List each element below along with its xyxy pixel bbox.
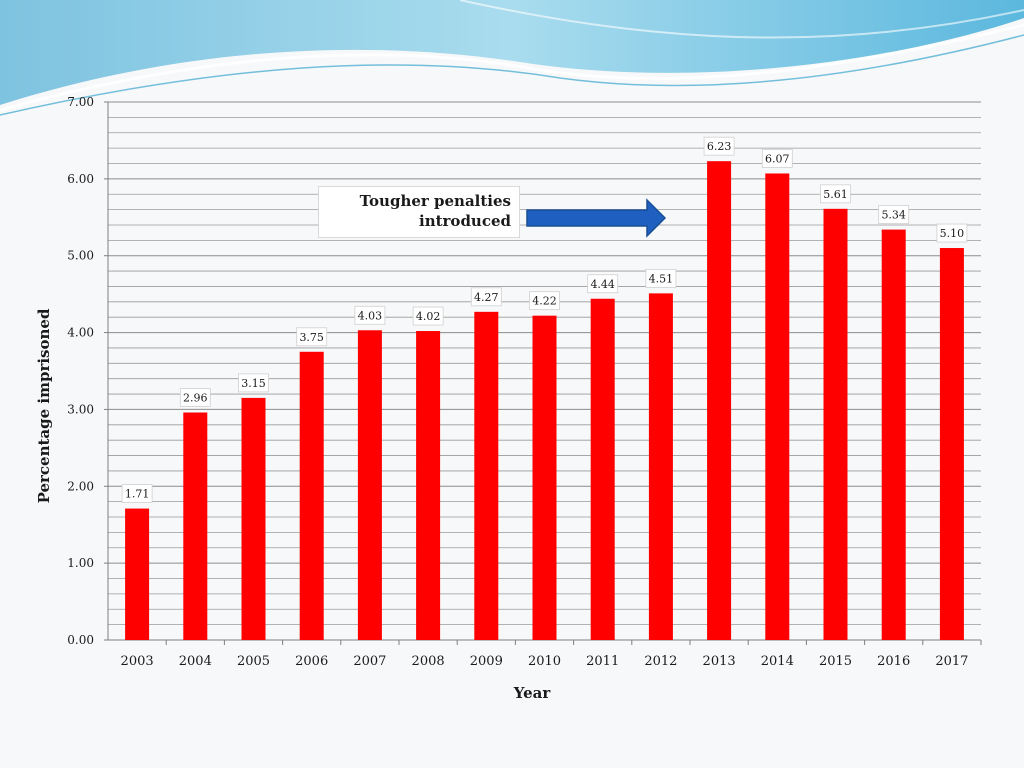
x-tick-label: 2012 bbox=[644, 654, 677, 669]
annotation-line-2: introduced bbox=[419, 212, 511, 230]
bar-2009 bbox=[474, 311, 499, 640]
annotation-callout: Tougher penalties introduced bbox=[318, 186, 520, 238]
data-label-box bbox=[179, 388, 211, 407]
y-axis-title: Percentage imprisoned bbox=[35, 308, 53, 503]
x-tick-label: 2014 bbox=[761, 654, 794, 669]
x-tick-label: 2008 bbox=[412, 654, 445, 669]
data-label-2003: 1.71 bbox=[125, 488, 150, 501]
bar-2014 bbox=[765, 173, 790, 640]
data-label-2004: 2.96 bbox=[183, 392, 208, 405]
x-tick-label: 2004 bbox=[179, 654, 212, 669]
x-tick-label: 2006 bbox=[295, 654, 328, 669]
callout-arrow bbox=[526, 198, 667, 238]
bar-2006 bbox=[299, 351, 324, 640]
data-label-box bbox=[761, 149, 793, 168]
y-tick-label: 4.00 bbox=[67, 326, 94, 340]
data-label-box bbox=[296, 327, 328, 347]
data-labels: 1.71 2.96 3.15 3.75 4.03 4.02 4.27 4.22 4.44 4.51… bbox=[121, 136, 968, 503]
data-label-2007: 4.03 bbox=[358, 309, 383, 322]
bar-2016 bbox=[881, 229, 906, 640]
x-tick-label: 2003 bbox=[121, 654, 154, 669]
y-tick-label: 0.00 bbox=[67, 633, 94, 647]
y-tick-label: 1.00 bbox=[67, 556, 94, 570]
data-label-box bbox=[936, 223, 968, 243]
x-tick-label: 2005 bbox=[237, 654, 270, 669]
data-label-2013: 6.23 bbox=[707, 140, 732, 153]
x-tick-label: 2017 bbox=[935, 654, 968, 669]
bar-2008 bbox=[416, 331, 441, 640]
bar-2010 bbox=[532, 315, 557, 640]
bar-2005 bbox=[241, 397, 266, 640]
y-tick-label: 5.00 bbox=[67, 249, 94, 263]
axis-tick-labels: 0.00 1.00 2.00 3.00 4.00 5.00 6.00 7.00 2003 2004… bbox=[67, 95, 968, 669]
data-label-2010: 4.22 bbox=[532, 295, 557, 308]
x-tick-label: 2007 bbox=[353, 654, 386, 669]
data-label-2009: 4.27 bbox=[474, 291, 499, 304]
x-tick-label: 2016 bbox=[877, 654, 910, 669]
data-label-box bbox=[354, 305, 386, 325]
x-tick-label: 2015 bbox=[819, 654, 852, 669]
bar-2011 bbox=[590, 298, 615, 640]
data-label-box bbox=[529, 291, 560, 311]
bar-2013 bbox=[707, 161, 732, 640]
bar-2012 bbox=[648, 293, 673, 640]
slide-header-decoration bbox=[0, 0, 1024, 116]
y-tick-label: 2.00 bbox=[67, 479, 94, 493]
bar-2017 bbox=[939, 248, 964, 640]
data-label-2005: 3.15 bbox=[241, 377, 266, 390]
data-label-2011: 4.44 bbox=[590, 278, 615, 291]
x-tick-label: 2009 bbox=[470, 654, 503, 669]
y-tick-label: 6.00 bbox=[67, 172, 94, 186]
x-tick-label: 2010 bbox=[528, 654, 561, 669]
bar-2015 bbox=[823, 208, 848, 640]
bar-2007 bbox=[357, 330, 382, 640]
bar-2003 bbox=[125, 508, 150, 640]
data-label-2006: 3.75 bbox=[299, 331, 324, 344]
x-tick-label: 2011 bbox=[586, 654, 619, 669]
data-label-2016: 5.34 bbox=[881, 209, 906, 222]
data-label-box bbox=[121, 484, 153, 503]
data-label-box bbox=[238, 373, 269, 393]
data-label-box bbox=[412, 306, 444, 326]
data-label-2017: 5.10 bbox=[940, 227, 965, 240]
data-label-2012: 4.51 bbox=[649, 272, 674, 285]
annotation-line-1: Tougher penalties bbox=[359, 192, 511, 210]
y-tick-label: 3.00 bbox=[67, 402, 94, 416]
data-label-box bbox=[470, 287, 502, 307]
data-label-2015: 5.61 bbox=[823, 188, 848, 201]
y-tick-label: 7.00 bbox=[67, 95, 94, 109]
bar-series bbox=[125, 161, 964, 640]
data-label-box bbox=[645, 268, 677, 288]
x-axis-title: Year bbox=[513, 684, 552, 702]
data-label-2008: 4.02 bbox=[416, 310, 441, 323]
data-label-box bbox=[878, 205, 910, 224]
data-label-2014: 6.07 bbox=[765, 152, 790, 165]
bar-2004 bbox=[183, 412, 208, 640]
data-label-box bbox=[820, 184, 851, 204]
data-label-box bbox=[587, 274, 619, 294]
x-tick-label: 2013 bbox=[703, 654, 736, 669]
data-label-box bbox=[703, 136, 735, 156]
